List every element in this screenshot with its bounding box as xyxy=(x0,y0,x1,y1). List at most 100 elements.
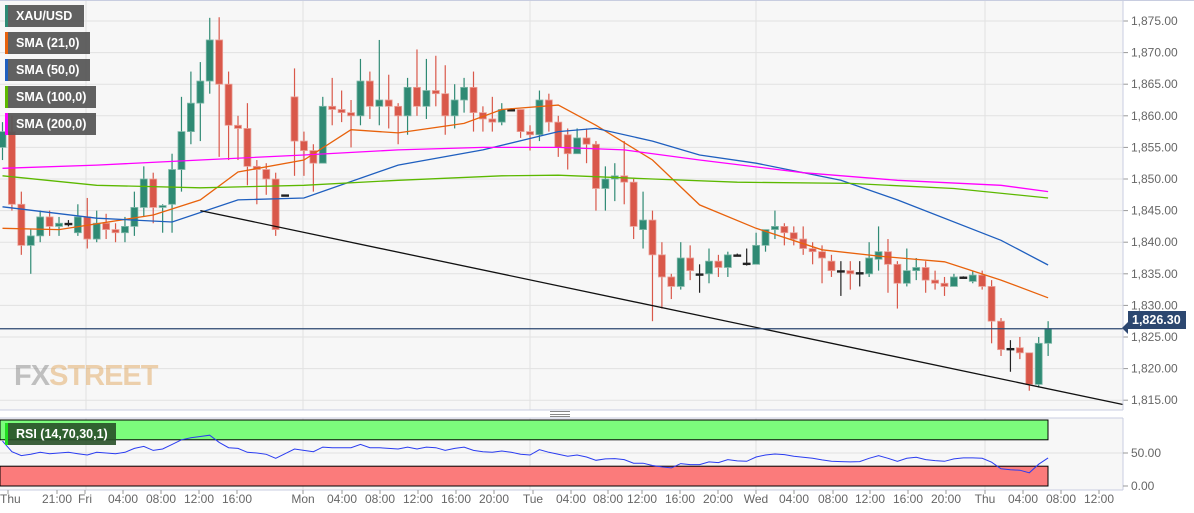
legend-xauusd[interactable]: XAU/USD xyxy=(5,5,84,27)
candle-body[interactable] xyxy=(45,216,54,227)
candle-body[interactable] xyxy=(629,181,638,227)
candle-body[interactable] xyxy=(573,137,582,155)
candle-body[interactable] xyxy=(780,225,789,234)
candle-body[interactable] xyxy=(55,222,63,227)
candle-body[interactable] xyxy=(488,118,497,123)
candle-body[interactable] xyxy=(271,178,280,230)
candle-body[interactable] xyxy=(667,276,676,287)
candle-body[interactable] xyxy=(912,267,921,272)
candle-body[interactable] xyxy=(676,257,685,287)
candle-body[interactable] xyxy=(902,270,911,284)
candle-body[interactable] xyxy=(196,80,205,104)
candle-body[interactable] xyxy=(535,99,544,136)
candle-body[interactable] xyxy=(347,112,355,117)
candle-body[interactable] xyxy=(554,121,563,148)
candle-body[interactable] xyxy=(243,128,252,167)
legend-sma-100[interactable]: SMA (100,0) xyxy=(5,86,96,108)
candle-body[interactable] xyxy=(384,99,393,107)
candle-body[interactable] xyxy=(26,235,35,246)
candle-body[interactable] xyxy=(818,251,826,259)
candle-body[interactable] xyxy=(742,262,751,266)
candle-body[interactable] xyxy=(601,178,610,189)
candle-body[interactable] xyxy=(262,169,271,180)
candle-body[interactable] xyxy=(526,131,534,136)
candle-body[interactable] xyxy=(356,80,365,117)
candle-body[interactable] xyxy=(497,109,506,123)
candle-body[interactable] xyxy=(186,102,195,133)
candle-body[interactable] xyxy=(83,216,92,240)
candle-body[interactable] xyxy=(931,279,939,284)
candle-body[interactable] xyxy=(158,205,167,208)
candle-body[interactable] xyxy=(978,274,987,287)
candle-body[interactable] xyxy=(290,96,299,142)
candle-body[interactable] xyxy=(394,105,403,117)
candle-body[interactable] xyxy=(855,272,864,275)
candle-body[interactable] xyxy=(620,175,629,183)
candle-body[interactable] xyxy=(789,232,798,240)
candle-body[interactable] xyxy=(139,178,148,208)
candle-body[interactable] xyxy=(592,143,600,189)
legend-sma-21[interactable]: SMA (21,0) xyxy=(5,32,90,54)
legend-sma-200[interactable]: SMA (200,0) xyxy=(5,113,96,135)
candle-body[interactable] xyxy=(950,276,958,287)
candle-body[interactable] xyxy=(328,105,337,110)
candle-body[interactable] xyxy=(940,282,949,287)
candle-body[interactable] xyxy=(318,105,327,164)
candle-body[interactable] xyxy=(959,276,968,279)
candle-body[interactable] xyxy=(403,86,412,117)
candle-body[interactable] xyxy=(1044,328,1053,344)
candle-body[interactable] xyxy=(450,99,459,117)
candle-body[interactable] xyxy=(460,86,468,101)
candle-body[interactable] xyxy=(921,267,930,281)
candle-body[interactable] xyxy=(1034,342,1043,385)
candle-body[interactable] xyxy=(827,260,836,272)
candle-body[interactable] xyxy=(64,222,73,226)
candle-body[interactable] xyxy=(893,263,902,284)
candle-body[interactable] xyxy=(205,39,214,82)
legend-rsi[interactable]: RSI (14,70,30,1) xyxy=(5,423,116,445)
candle-body[interactable] xyxy=(761,229,770,246)
candle-body[interactable] xyxy=(714,260,723,268)
candle-body[interactable] xyxy=(224,83,233,126)
candle-body[interactable] xyxy=(149,178,158,208)
candle-body[interactable] xyxy=(884,251,892,265)
candle-body[interactable] xyxy=(987,286,996,322)
candle-body[interactable] xyxy=(441,93,450,117)
candle-body[interactable] xyxy=(695,273,704,276)
candle-body[interactable] xyxy=(413,86,421,107)
candle-body[interactable] xyxy=(121,225,129,234)
candle-body[interactable] xyxy=(36,216,45,237)
candle-body[interactable] xyxy=(563,134,572,155)
candle-body[interactable] xyxy=(0,131,7,148)
candle-body[interactable] xyxy=(234,124,242,129)
candle-body[interactable] xyxy=(836,270,845,273)
candle-body[interactable] xyxy=(968,274,977,282)
candle-body[interactable] xyxy=(507,109,516,112)
candle-body[interactable] xyxy=(639,219,647,230)
candle-body[interactable] xyxy=(865,257,874,275)
candle-body[interactable] xyxy=(177,131,186,170)
candle-body[interactable] xyxy=(733,254,742,257)
candle-body[interactable] xyxy=(300,140,308,151)
pane-resize-handle[interactable] xyxy=(550,411,570,417)
candle-body[interactable] xyxy=(102,222,111,230)
candle-body[interactable] xyxy=(73,216,82,234)
candle-body[interactable] xyxy=(215,39,224,85)
candle-body[interactable] xyxy=(337,109,346,114)
candle-body[interactable] xyxy=(375,99,384,107)
candle-body[interactable] xyxy=(431,90,440,95)
candle-body[interactable] xyxy=(544,99,553,123)
candle-body[interactable] xyxy=(1025,352,1034,385)
legend-sma-50[interactable]: SMA (50,0) xyxy=(5,59,90,81)
candle-body[interactable] xyxy=(658,254,666,278)
candle-body[interactable] xyxy=(422,90,431,107)
candle-body[interactable] xyxy=(469,86,478,114)
candle-body[interactable] xyxy=(846,270,855,275)
candle-body[interactable] xyxy=(648,219,657,256)
candle-body[interactable] xyxy=(582,137,591,145)
price-pane[interactable] xyxy=(0,0,1123,410)
candle-body[interactable] xyxy=(516,109,525,133)
candle-body[interactable] xyxy=(752,244,760,265)
candle-body[interactable] xyxy=(1006,347,1015,351)
